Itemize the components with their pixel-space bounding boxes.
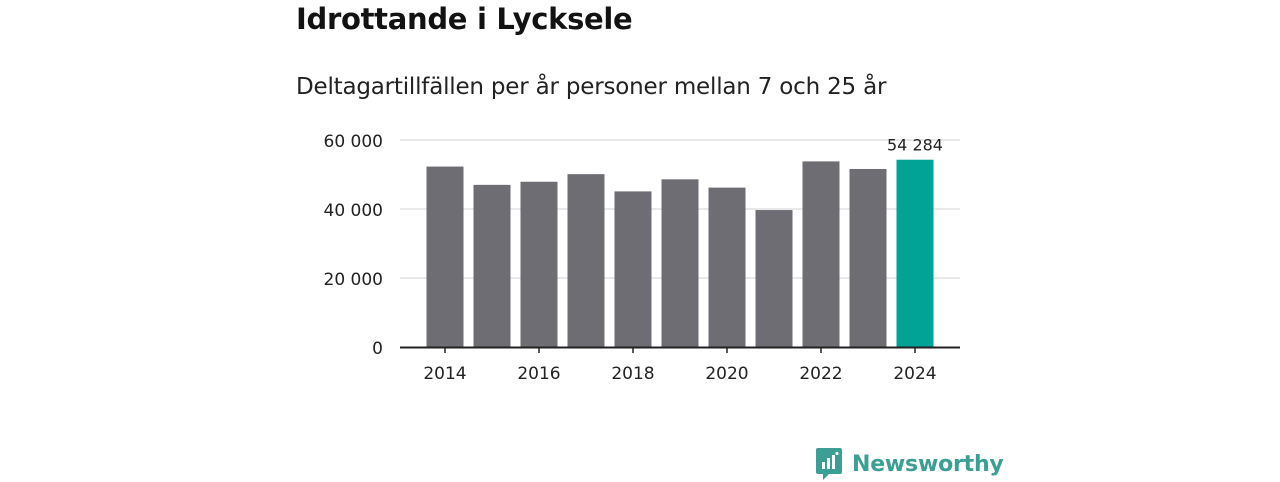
brand-name: Newsworthy: [852, 451, 1004, 477]
x-tick-label: 2020: [705, 364, 748, 384]
y-tick-label: 20 000: [324, 270, 383, 290]
data-label-2024: 54 284: [887, 136, 943, 155]
bar-2023: [849, 168, 887, 347]
bar-2018: [614, 191, 652, 347]
bar-2022: [802, 161, 840, 347]
newsworthy-logo-icon: [816, 448, 842, 480]
y-tick-label: 60 000: [324, 132, 383, 152]
y-tick-label: 0: [372, 339, 383, 359]
x-tick-label: 2024: [893, 364, 936, 384]
x-tick-label: 2016: [517, 364, 560, 384]
bar-2017: [567, 174, 605, 347]
y-tick-label: 40 000: [324, 201, 383, 221]
bar-2014: [426, 166, 464, 347]
page-title: Idrottande i Lycksele: [296, 2, 633, 36]
axes: [400, 346, 960, 353]
bar-2020: [708, 187, 746, 347]
x-tick-label: 2014: [423, 364, 466, 384]
bar-2024: [896, 159, 934, 347]
bar-2019: [661, 179, 699, 347]
x-tick-label: 2018: [611, 364, 654, 384]
bar-2016: [520, 181, 558, 347]
bars: [426, 159, 934, 347]
labels: 0 20 000 40 000 60 000 2014 2016 2018 2020 2022 2…: [324, 132, 943, 384]
x-tick-label: 2022: [799, 364, 842, 384]
bar-2021: [755, 210, 793, 347]
bar-2015: [473, 184, 511, 347]
brand-logo[interactable]: Newsworthy: [815, 446, 1004, 482]
chart-subtitle: Deltagartillfällen per år personer mella…: [296, 74, 887, 100]
